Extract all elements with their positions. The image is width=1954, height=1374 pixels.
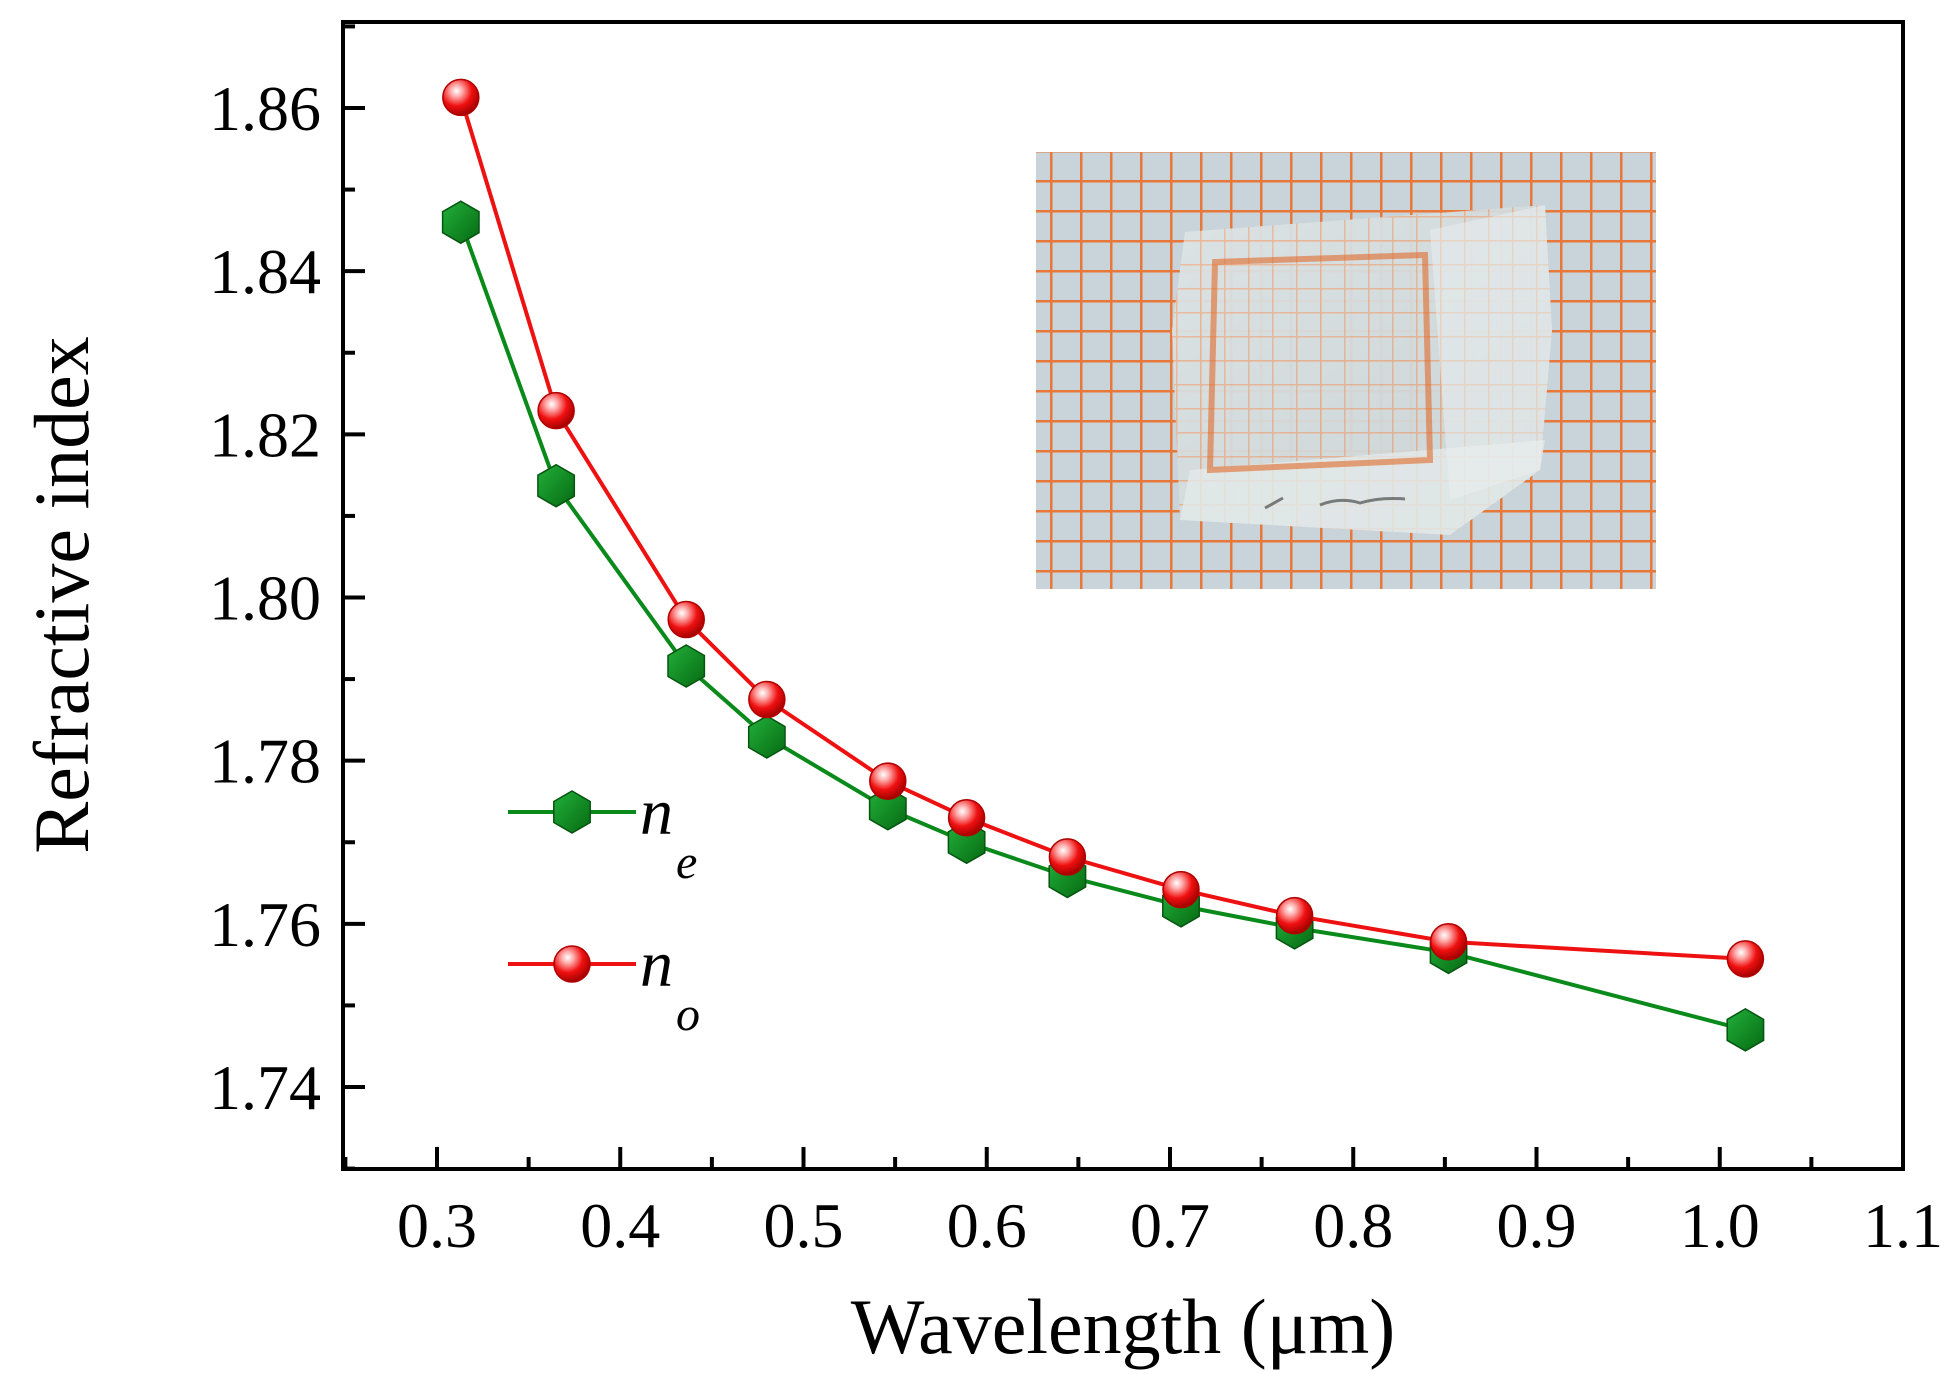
data-point-ne (667, 644, 706, 688)
data-point-no (1048, 838, 1087, 876)
x-tick-label: 0.4 (580, 1190, 660, 1261)
data-point-ne (441, 200, 480, 245)
inset-sample-photo (1036, 152, 1656, 589)
x-tick-label: 1.0 (1680, 1190, 1760, 1261)
x-tick-label: 0.9 (1497, 1190, 1577, 1261)
y-tick-label: 1.86 (209, 73, 321, 144)
data-point-ne (868, 786, 907, 831)
data-point-ne (747, 715, 786, 759)
legend-label-subscript: o (676, 988, 700, 1041)
x-tick-label: 0.6 (947, 1190, 1027, 1261)
data-point-ne (1726, 1008, 1765, 1052)
y-axis-title: Refractive index (18, 336, 105, 854)
data-point-no (537, 391, 575, 430)
y-tick-label: 1.82 (209, 399, 321, 470)
x-tick-label: 0.7 (1130, 1190, 1210, 1261)
x-tick-label: 1.1 (1863, 1190, 1943, 1261)
y-tick-label: 1.84 (209, 236, 321, 307)
series-no (442, 78, 1765, 978)
data-point-no (442, 78, 480, 117)
x-tick-label: 0.5 (764, 1190, 844, 1261)
legend-label-subscript: e (676, 836, 697, 889)
data-point-no (947, 799, 986, 837)
y-tick-label: 1.76 (209, 889, 321, 960)
y-axis: 1.74 1.76 1.78 1.80 1.82 1.84 1.86 (209, 24, 365, 1171)
data-point-ne (537, 463, 576, 508)
legend-item-ne: ne (508, 776, 697, 889)
legend-swatch-marker (553, 790, 591, 834)
x-axis-title: Wavelength (μm) (851, 1283, 1396, 1370)
x-tick-label: 0.3 (397, 1190, 477, 1261)
x-axis: 0.3 0.4 0.5 0.6 0.7 0.8 0.9 1.0 1.1 (343, 1147, 1943, 1261)
legend-item-no: no (508, 928, 700, 1041)
data-point-no (1275, 896, 1314, 935)
x-tick-label: 0.8 (1313, 1190, 1393, 1261)
data-point-no (667, 600, 705, 639)
data-point-no (1429, 923, 1468, 961)
legend-label: n (640, 776, 673, 849)
series-layer (441, 78, 1765, 1052)
data-point-no (869, 762, 907, 800)
legend-label: n (640, 928, 673, 1001)
data-point-no (1162, 870, 1200, 909)
y-tick-label: 1.74 (209, 1052, 321, 1123)
data-point-no (1726, 940, 1765, 978)
y-tick-label: 1.78 (209, 726, 321, 797)
legend-swatch-marker (553, 945, 591, 983)
data-point-no (748, 680, 786, 719)
y-tick-label: 1.80 (209, 563, 321, 634)
